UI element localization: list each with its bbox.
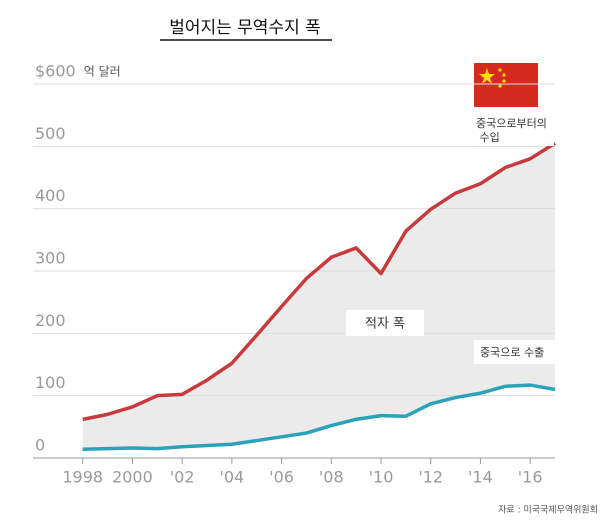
x-tick-label: '10 [369,468,394,487]
y-tick-label: $600 [35,62,76,81]
y-tick-label: 0 [35,436,45,455]
x-tick-label: '02 [170,468,195,487]
annotation: 적자 폭 [365,317,405,332]
label-bg [474,340,558,364]
x-tick-label: 1998 [62,468,103,487]
y-tick-label: 400 [35,186,66,205]
x-tick-label: '08 [319,468,344,487]
y-tick-label: 500 [35,124,66,143]
series-line [82,141,556,422]
china-flag [474,63,538,107]
annotation-box [346,310,424,336]
y-unit: 억 달러 [84,65,121,79]
series-label: 중국으로 수출 [480,346,544,359]
chart-title: 벌어지는 무역수지 폭 [169,18,321,38]
gap-area [82,143,555,450]
y-tick-label: 300 [35,249,66,268]
series-label: 중국으로부터의 수입 [476,117,547,144]
x-tick-label: '16 [518,468,543,487]
x-tick-label: 2000 [112,468,153,487]
source: 자료 : 미국국제무역위원회 [498,505,598,516]
x-tick-label: '14 [468,468,493,487]
x-tick-label: '12 [418,468,443,487]
y-tick-label: 100 [35,373,66,392]
series-line [82,383,556,452]
y-tick-label: 200 [35,311,66,330]
x-tick-label: '04 [219,468,244,487]
x-tick-label: '06 [269,468,294,487]
label-bg [474,112,554,146]
